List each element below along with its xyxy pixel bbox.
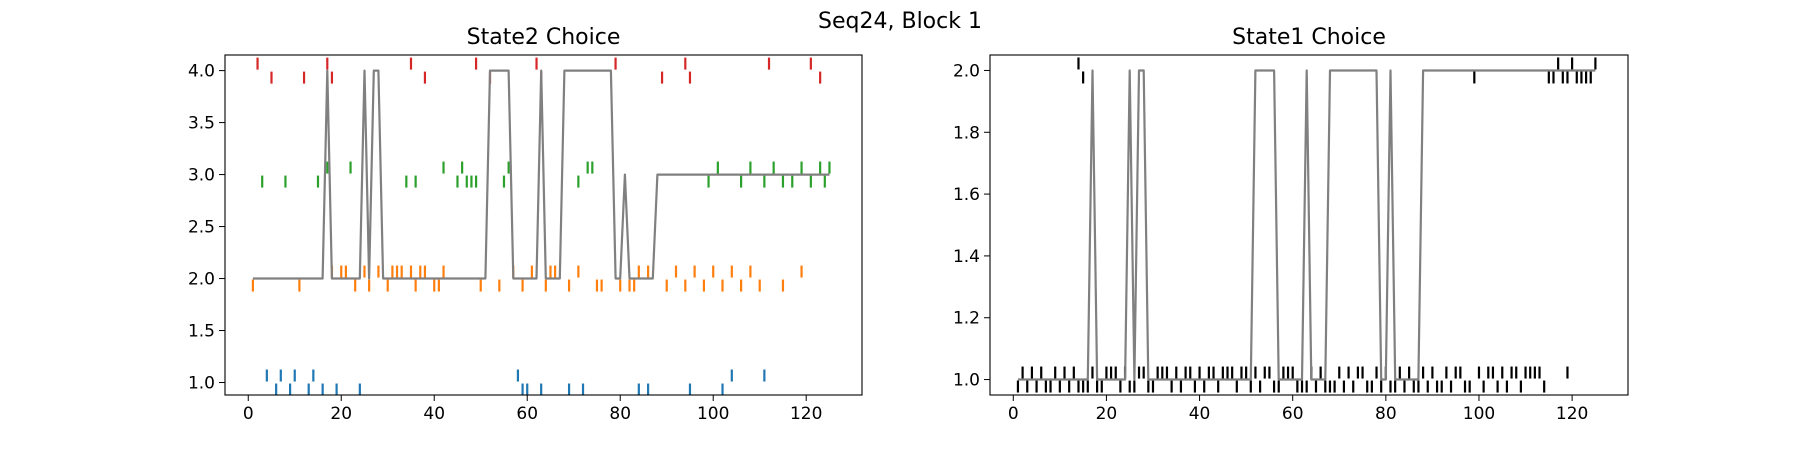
y-tick-label: 2.0 bbox=[188, 270, 215, 290]
x-tick-label: 80 bbox=[609, 404, 631, 424]
x-tick-label: 120 bbox=[790, 404, 822, 424]
x-tick-label: 20 bbox=[330, 404, 352, 424]
state1-choice-panel: 0 20 40 60 80 100 120 1.0 1.2 1.4 1.6 1.8 2.0 State1 … bbox=[953, 25, 1629, 424]
y-tick-label: 2.0 bbox=[953, 61, 980, 81]
panel-title: State2 Choice bbox=[467, 25, 621, 50]
choice-line bbox=[1017, 69, 1596, 381]
y-tick-label: 3.0 bbox=[188, 166, 215, 186]
x-tick-label: 20 bbox=[1096, 404, 1118, 424]
y-tick-label: 1.4 bbox=[953, 247, 980, 267]
x-tick-label: 0 bbox=[1008, 404, 1019, 424]
y-tick-label: 1.6 bbox=[953, 185, 980, 205]
x-tick-label: 60 bbox=[516, 404, 538, 424]
x-tick-label: 120 bbox=[1556, 404, 1588, 424]
y-tick-label: 1.5 bbox=[188, 322, 215, 342]
axes-frame bbox=[224, 54, 863, 396]
y-tick-label: 1.0 bbox=[188, 374, 215, 394]
x-tick-label: 60 bbox=[1282, 404, 1304, 424]
state2-choice-panel: 0 20 40 60 80 100 120 1.0 1.5 2.0 2.5 3.0 3.5 4.0 Stat… bbox=[188, 25, 863, 424]
axes-frame bbox=[989, 54, 1629, 396]
x-tick-label: 40 bbox=[423, 404, 445, 424]
x-tick-label: 40 bbox=[1189, 404, 1211, 424]
x-tick-label: 0 bbox=[243, 404, 254, 424]
y-tick-label: 1.8 bbox=[953, 123, 980, 143]
x-tick-label: 80 bbox=[1375, 404, 1397, 424]
figure-suptitle: Seq24, Block 1 bbox=[818, 9, 982, 34]
y-tick-label: 4.0 bbox=[188, 62, 215, 82]
y-tick-label: 1.0 bbox=[953, 371, 980, 391]
x-tick-label: 100 bbox=[697, 404, 729, 424]
y-tick-label: 2.5 bbox=[188, 218, 215, 238]
y-tick-label: 3.5 bbox=[188, 114, 215, 134]
panel-title: State1 Choice bbox=[1232, 25, 1386, 50]
y-tick-label: 1.2 bbox=[953, 309, 980, 329]
x-tick-label: 100 bbox=[1463, 404, 1495, 424]
choice-line bbox=[252, 69, 830, 280]
